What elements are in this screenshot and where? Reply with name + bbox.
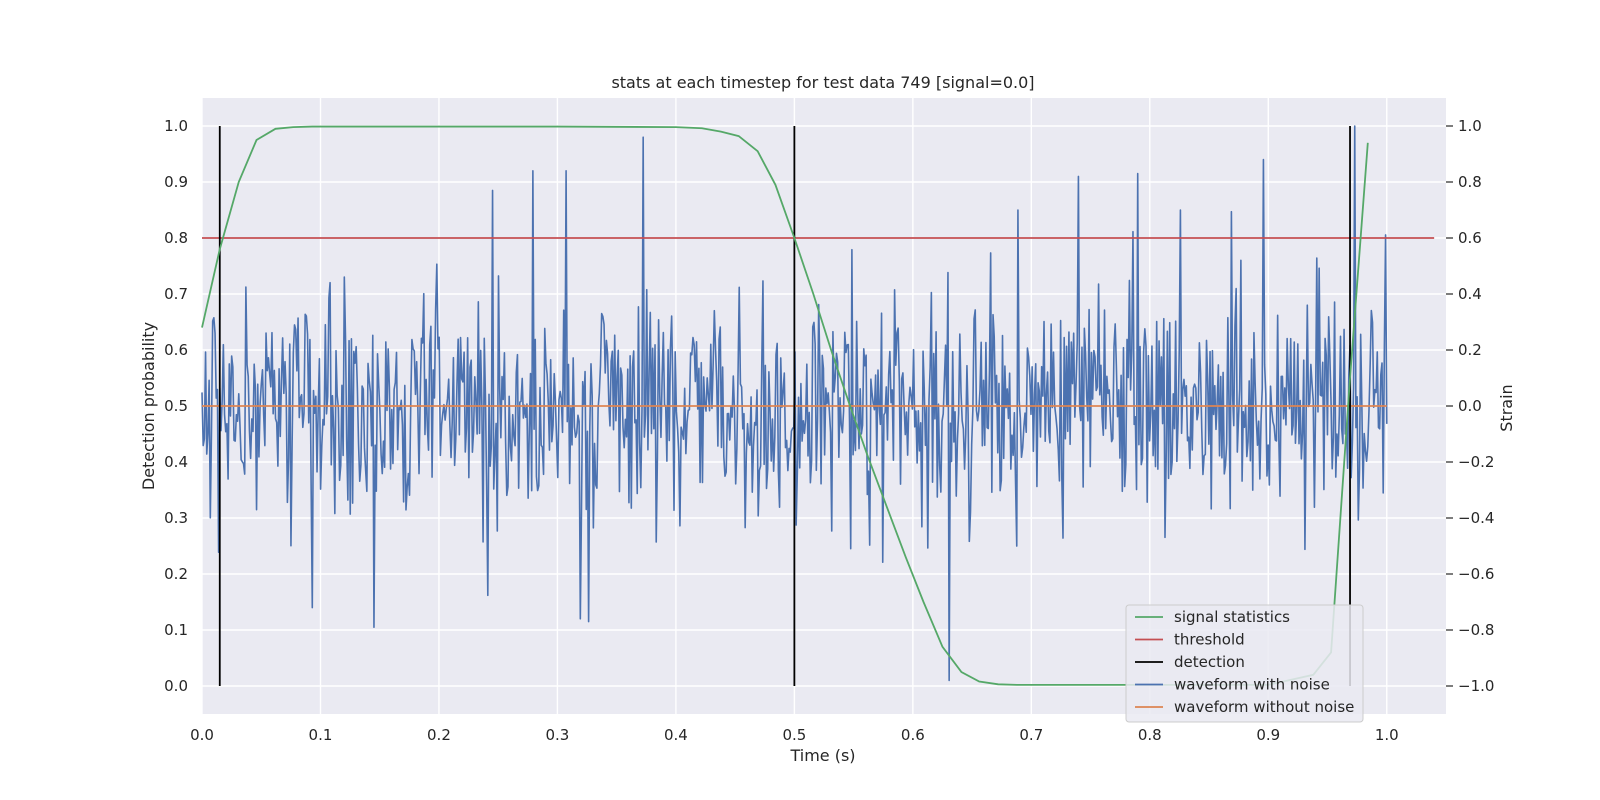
x-tick-label: 0.0 bbox=[190, 726, 214, 744]
x-axis-label: Time (s) bbox=[789, 746, 855, 765]
x-tick-label: 0.7 bbox=[1019, 726, 1043, 744]
y2-axis-label: Strain bbox=[1497, 384, 1516, 431]
y-tick-label: 0.0 bbox=[164, 677, 188, 695]
x-tick-label: 0.5 bbox=[782, 726, 806, 744]
chart-title: stats at each timestep for test data 749… bbox=[611, 73, 1034, 92]
y2-tick-label: 1.0 bbox=[1458, 117, 1482, 135]
legend-item-label: waveform without noise bbox=[1174, 698, 1354, 716]
y2-tick-label: −0.4 bbox=[1458, 509, 1494, 527]
y-tick-label: 0.7 bbox=[164, 285, 188, 303]
series-layer bbox=[201, 125, 1435, 686]
y-tick-label: 0.2 bbox=[164, 565, 188, 583]
series-signal-statistics bbox=[201, 125, 1369, 686]
y2-tick-label: −0.2 bbox=[1458, 453, 1494, 471]
x-tick-label: 0.8 bbox=[1138, 726, 1162, 744]
legend-item-label: detection bbox=[1174, 653, 1245, 671]
x-tick-label: 0.4 bbox=[664, 726, 688, 744]
x-tick-label: 0.3 bbox=[545, 726, 569, 744]
right-axis-ticks: −1.0 −0.8 −0.6 −0.4 −0.2 0.0 0.2 0.4 0.6 0.8 1.0 bbox=[1446, 117, 1494, 695]
legend: signal statistics threshold detection wavef… bbox=[1125, 604, 1364, 723]
left-axis-ticks: 0.0 0.1 0.2 0.3 0.4 0.5 0.6 0.7 0.8 0.9 1.0 bbox=[164, 117, 188, 695]
y-tick-label: 0.4 bbox=[164, 453, 188, 471]
y2-tick-label: 0.8 bbox=[1458, 173, 1482, 191]
y2-tick-label: −0.8 bbox=[1458, 621, 1494, 639]
y2-tick-label: −1.0 bbox=[1458, 677, 1494, 695]
legend-box bbox=[1125, 604, 1364, 723]
x-tick-label: 1.0 bbox=[1375, 726, 1399, 744]
y2-tick-label: 0.0 bbox=[1458, 397, 1482, 415]
y2-tick-label: 0.4 bbox=[1458, 285, 1482, 303]
x-tick-label: 0.9 bbox=[1256, 726, 1280, 744]
y-tick-label: 0.5 bbox=[164, 397, 188, 415]
legend-item-label: threshold bbox=[1174, 631, 1245, 649]
x-axis-ticks: 0.0 0.1 0.2 0.3 0.4 0.5 0.6 0.7 0.8 0.9 1.0 bbox=[190, 726, 1399, 744]
x-tick-label: 0.1 bbox=[309, 726, 333, 744]
y-tick-label: 0.8 bbox=[164, 229, 188, 247]
y-tick-label: 0.6 bbox=[164, 341, 188, 359]
legend-item-label: waveform with noise bbox=[1174, 676, 1330, 694]
y2-tick-label: 0.2 bbox=[1458, 341, 1482, 359]
x-tick-label: 0.2 bbox=[427, 726, 451, 744]
y-tick-label: 0.9 bbox=[164, 173, 188, 191]
y-tick-label: 0.3 bbox=[164, 509, 188, 527]
x-tick-label: 0.6 bbox=[901, 726, 925, 744]
legend-item-label: signal statistics bbox=[1174, 608, 1290, 626]
y-tick-label: 0.1 bbox=[164, 621, 188, 639]
y2-tick-label: −0.6 bbox=[1458, 565, 1494, 583]
y-axis-label: Detection probability bbox=[139, 322, 158, 490]
y-tick-label: 1.0 bbox=[164, 117, 188, 135]
y2-tick-label: 0.6 bbox=[1458, 229, 1482, 247]
